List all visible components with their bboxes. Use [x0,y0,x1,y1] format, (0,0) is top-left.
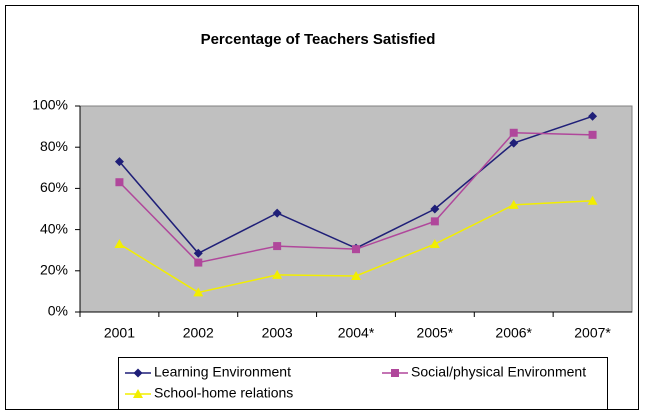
x-tick-label: 2002 [183,325,214,341]
point-marker [114,157,124,167]
y-tick-label: 0% [48,303,68,319]
point-marker [114,239,125,249]
point-marker [115,178,124,187]
y-tick-label: 60% [40,179,68,195]
point-marker [352,245,360,254]
point-marker [351,270,361,280]
point-marker [272,269,283,279]
y-tick-label: 20% [40,262,68,278]
point-marker [193,248,203,258]
chart-title: Percentage of Teachers Satisfied [201,31,436,48]
point-marker [194,258,203,267]
legend-box [118,357,608,410]
legend-marker [133,389,143,398]
legend-marker [391,369,399,377]
x-tick-label: 2007* [574,325,611,341]
point-marker [587,195,598,205]
point-marker [430,217,439,226]
x-tick-label: 2005* [417,325,454,341]
point-marker [272,208,282,218]
y-tick-label: 100% [32,97,68,113]
point-marker [508,199,519,209]
plot-area [79,105,633,313]
x-tick-label: 2004* [338,325,375,341]
legend-label: School-home relations [154,385,293,401]
y-tick-label: 80% [40,138,68,154]
legend-marker [133,368,143,378]
point-marker [193,287,204,297]
legend-label: Social/physical Environment [411,364,586,380]
point-marker [429,239,440,249]
x-tick-label: 2006* [495,325,532,341]
point-marker [509,128,518,137]
legend-label: Learning Environment [154,364,291,380]
point-marker [430,204,440,214]
point-marker [588,111,598,121]
point-marker [588,130,597,139]
x-tick-label: 2003 [262,325,293,341]
point-marker [509,138,519,148]
x-tick-label: 2001 [104,325,135,341]
y-tick-label: 40% [40,220,68,236]
point-marker [273,242,282,251]
